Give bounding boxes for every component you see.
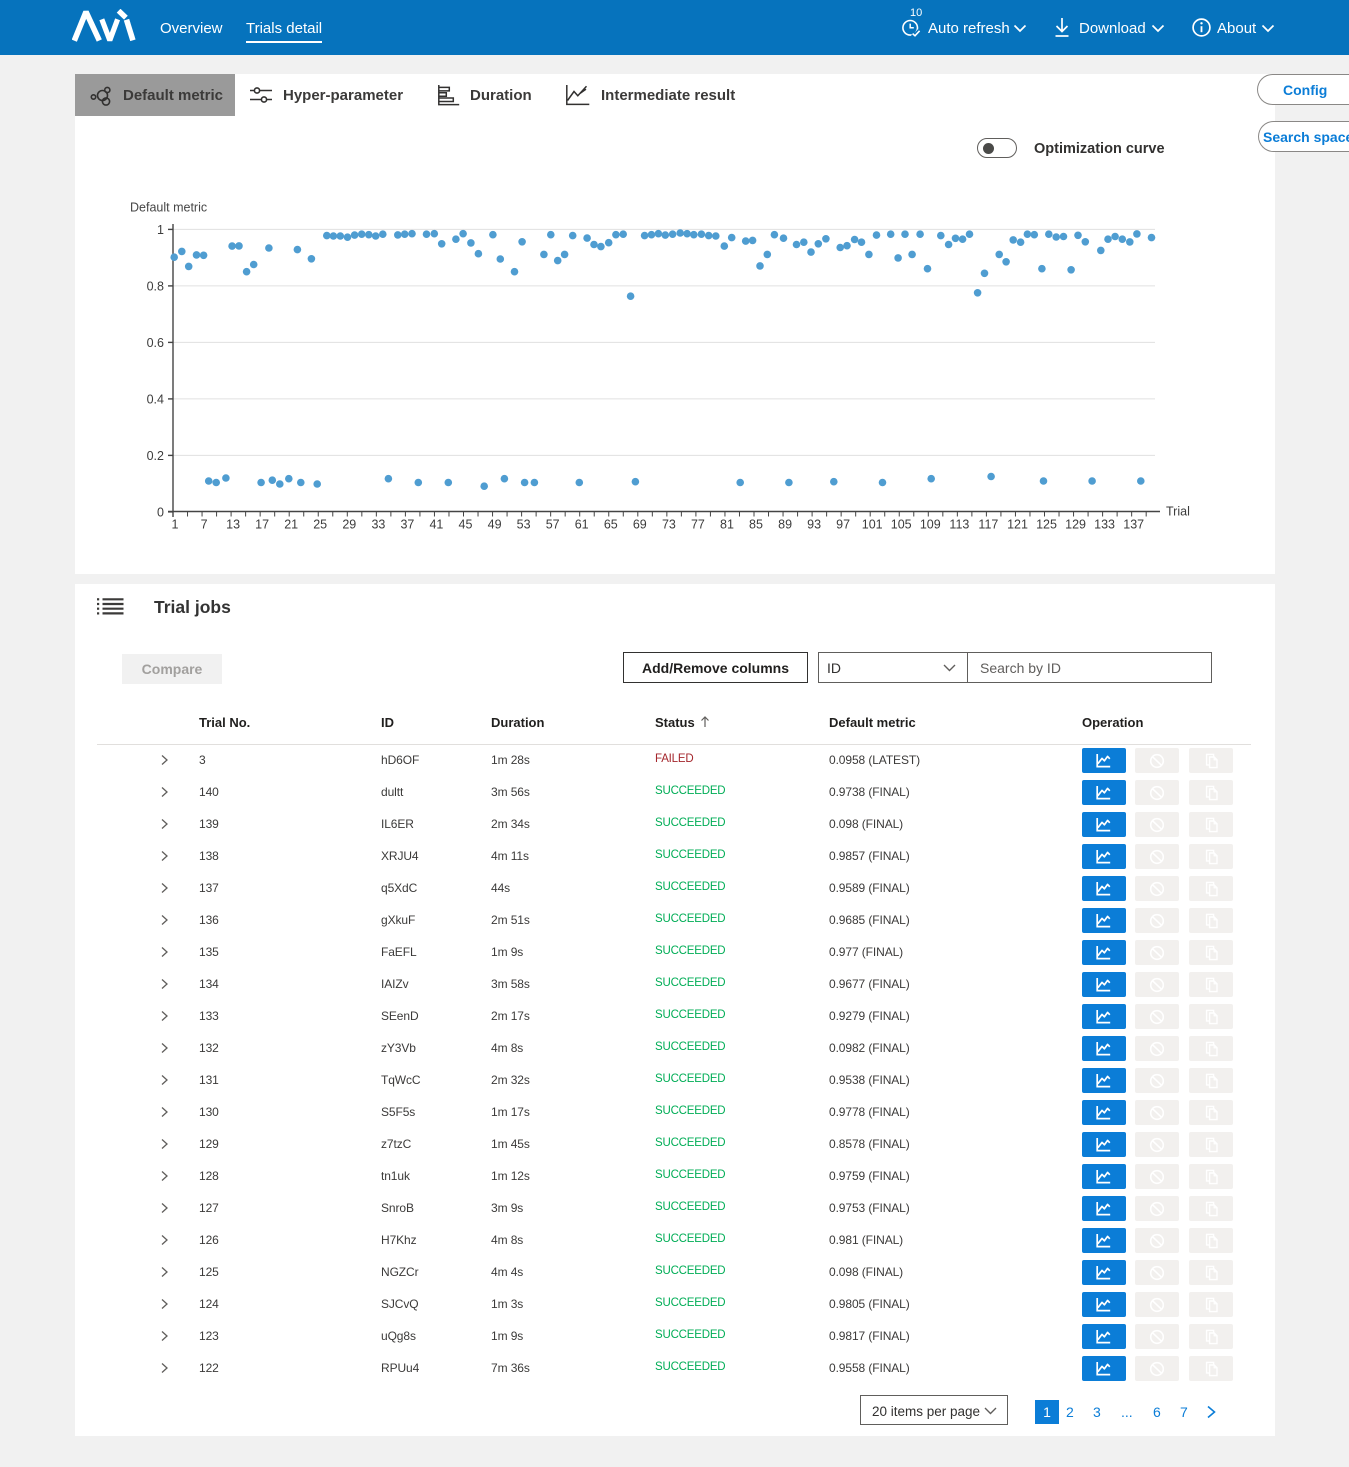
svg-text:0.8: 0.8 xyxy=(147,279,164,293)
svg-text:7: 7 xyxy=(201,518,208,532)
svg-text:37: 37 xyxy=(400,518,414,532)
svg-text:133: 133 xyxy=(1094,518,1115,532)
svg-text:77: 77 xyxy=(691,518,705,532)
svg-text:0.2: 0.2 xyxy=(147,449,164,463)
svg-text:1: 1 xyxy=(172,518,179,532)
svg-text:1: 1 xyxy=(157,223,164,237)
svg-text:61: 61 xyxy=(575,518,589,532)
svg-text:97: 97 xyxy=(836,518,850,532)
svg-text:129: 129 xyxy=(1065,518,1086,532)
svg-text:0.4: 0.4 xyxy=(147,392,164,406)
svg-text:Default metric: Default metric xyxy=(130,201,207,215)
svg-text:69: 69 xyxy=(633,518,647,532)
svg-text:33: 33 xyxy=(371,518,385,532)
svg-text:137: 137 xyxy=(1123,518,1144,532)
svg-text:13: 13 xyxy=(226,518,240,532)
svg-text:81: 81 xyxy=(720,518,734,532)
svg-text:101: 101 xyxy=(862,518,883,532)
svg-text:49: 49 xyxy=(488,518,502,532)
svg-text:45: 45 xyxy=(459,518,473,532)
svg-text:53: 53 xyxy=(517,518,531,532)
svg-text:93: 93 xyxy=(807,518,821,532)
svg-text:Trial: Trial xyxy=(1166,505,1190,519)
svg-text:121: 121 xyxy=(1007,518,1028,532)
svg-text:73: 73 xyxy=(662,518,676,532)
svg-text:125: 125 xyxy=(1036,518,1057,532)
svg-text:21: 21 xyxy=(284,518,298,532)
svg-text:113: 113 xyxy=(949,518,969,532)
svg-text:25: 25 xyxy=(313,518,327,532)
svg-text:41: 41 xyxy=(429,518,443,532)
svg-text:57: 57 xyxy=(546,518,560,532)
svg-text:65: 65 xyxy=(604,518,618,532)
svg-text:85: 85 xyxy=(749,518,763,532)
svg-text:17: 17 xyxy=(255,518,269,532)
svg-text:0.6: 0.6 xyxy=(147,336,164,350)
svg-text:117: 117 xyxy=(978,518,998,532)
svg-text:109: 109 xyxy=(920,518,941,532)
svg-text:29: 29 xyxy=(342,518,356,532)
svg-text:0: 0 xyxy=(157,505,164,519)
svg-text:89: 89 xyxy=(778,518,792,532)
svg-text:105: 105 xyxy=(891,518,912,532)
